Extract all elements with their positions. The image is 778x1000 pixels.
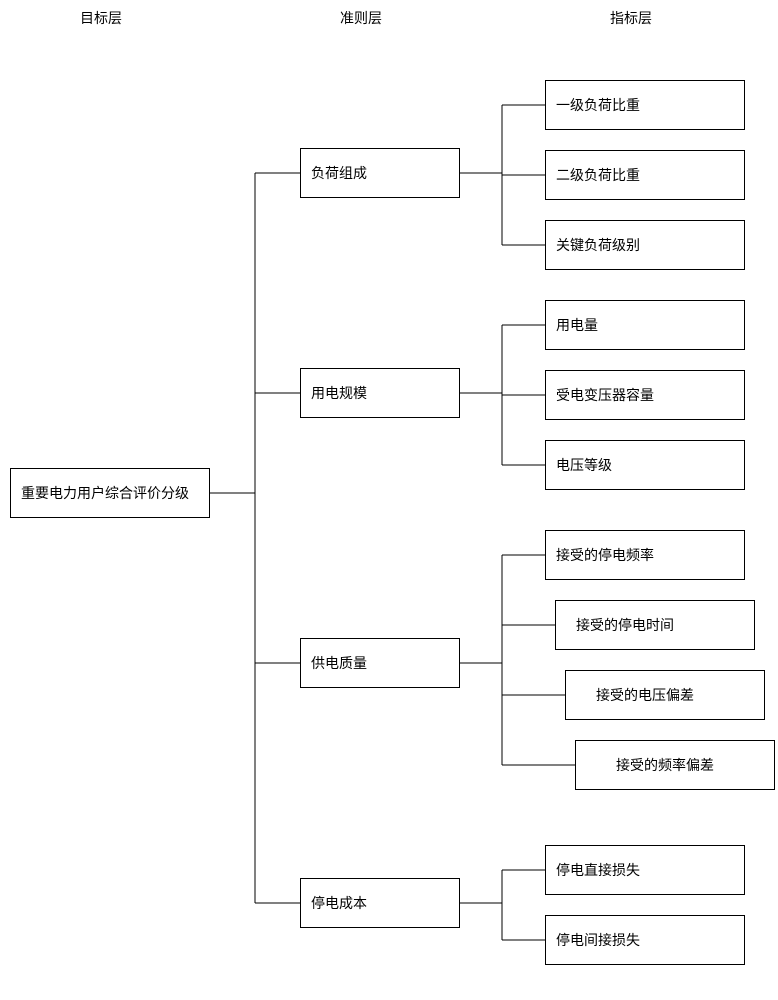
header-indicator: 指标层 <box>610 8 652 28</box>
indicator-label: 接受的停电时间 <box>566 615 674 635</box>
criterion-label: 负荷组成 <box>311 163 367 183</box>
goal-node: 重要电力用户综合评价分级 <box>10 468 210 518</box>
indicator-node-i6: 电压等级 <box>545 440 745 490</box>
criterion-node-c2: 用电规模 <box>300 368 460 418</box>
criterion-label: 供电质量 <box>311 653 367 673</box>
indicator-node-i3: 关键负荷级别 <box>545 220 745 270</box>
indicator-label: 电压等级 <box>556 455 612 475</box>
indicator-node-i10: 接受的频率偏差 <box>575 740 775 790</box>
indicator-label: 接受的电压偏差 <box>576 685 694 705</box>
indicator-label: 受电变压器容量 <box>556 385 654 405</box>
indicator-node-i7: 接受的停电频率 <box>545 530 745 580</box>
indicator-node-i2: 二级负荷比重 <box>545 150 745 200</box>
indicator-label: 接受的停电频率 <box>556 545 654 565</box>
indicator-label: 接受的频率偏差 <box>586 755 714 775</box>
indicator-node-i1: 一级负荷比重 <box>545 80 745 130</box>
indicator-node-i8: 接受的停电时间 <box>555 600 755 650</box>
indicator-node-i4: 用电量 <box>545 300 745 350</box>
criterion-label: 用电规模 <box>311 383 367 403</box>
indicator-node-i9: 接受的电压偏差 <box>565 670 765 720</box>
header-criterion: 准则层 <box>340 8 382 28</box>
goal-label: 重要电力用户综合评价分级 <box>21 483 189 503</box>
indicator-node-i11: 停电直接损失 <box>545 845 745 895</box>
indicator-label: 二级负荷比重 <box>556 165 640 185</box>
indicator-label: 用电量 <box>556 315 598 335</box>
criterion-node-c3: 供电质量 <box>300 638 460 688</box>
criterion-node-c1: 负荷组成 <box>300 148 460 198</box>
indicator-label: 停电直接损失 <box>556 860 640 880</box>
indicator-node-i5: 受电变压器容量 <box>545 370 745 420</box>
criterion-label: 停电成本 <box>311 893 367 913</box>
indicator-node-i12: 停电间接损失 <box>545 915 745 965</box>
header-goal: 目标层 <box>80 8 122 28</box>
indicator-label: 关键负荷级别 <box>556 235 640 255</box>
indicator-label: 一级负荷比重 <box>556 95 640 115</box>
criterion-node-c4: 停电成本 <box>300 878 460 928</box>
indicator-label: 停电间接损失 <box>556 930 640 950</box>
